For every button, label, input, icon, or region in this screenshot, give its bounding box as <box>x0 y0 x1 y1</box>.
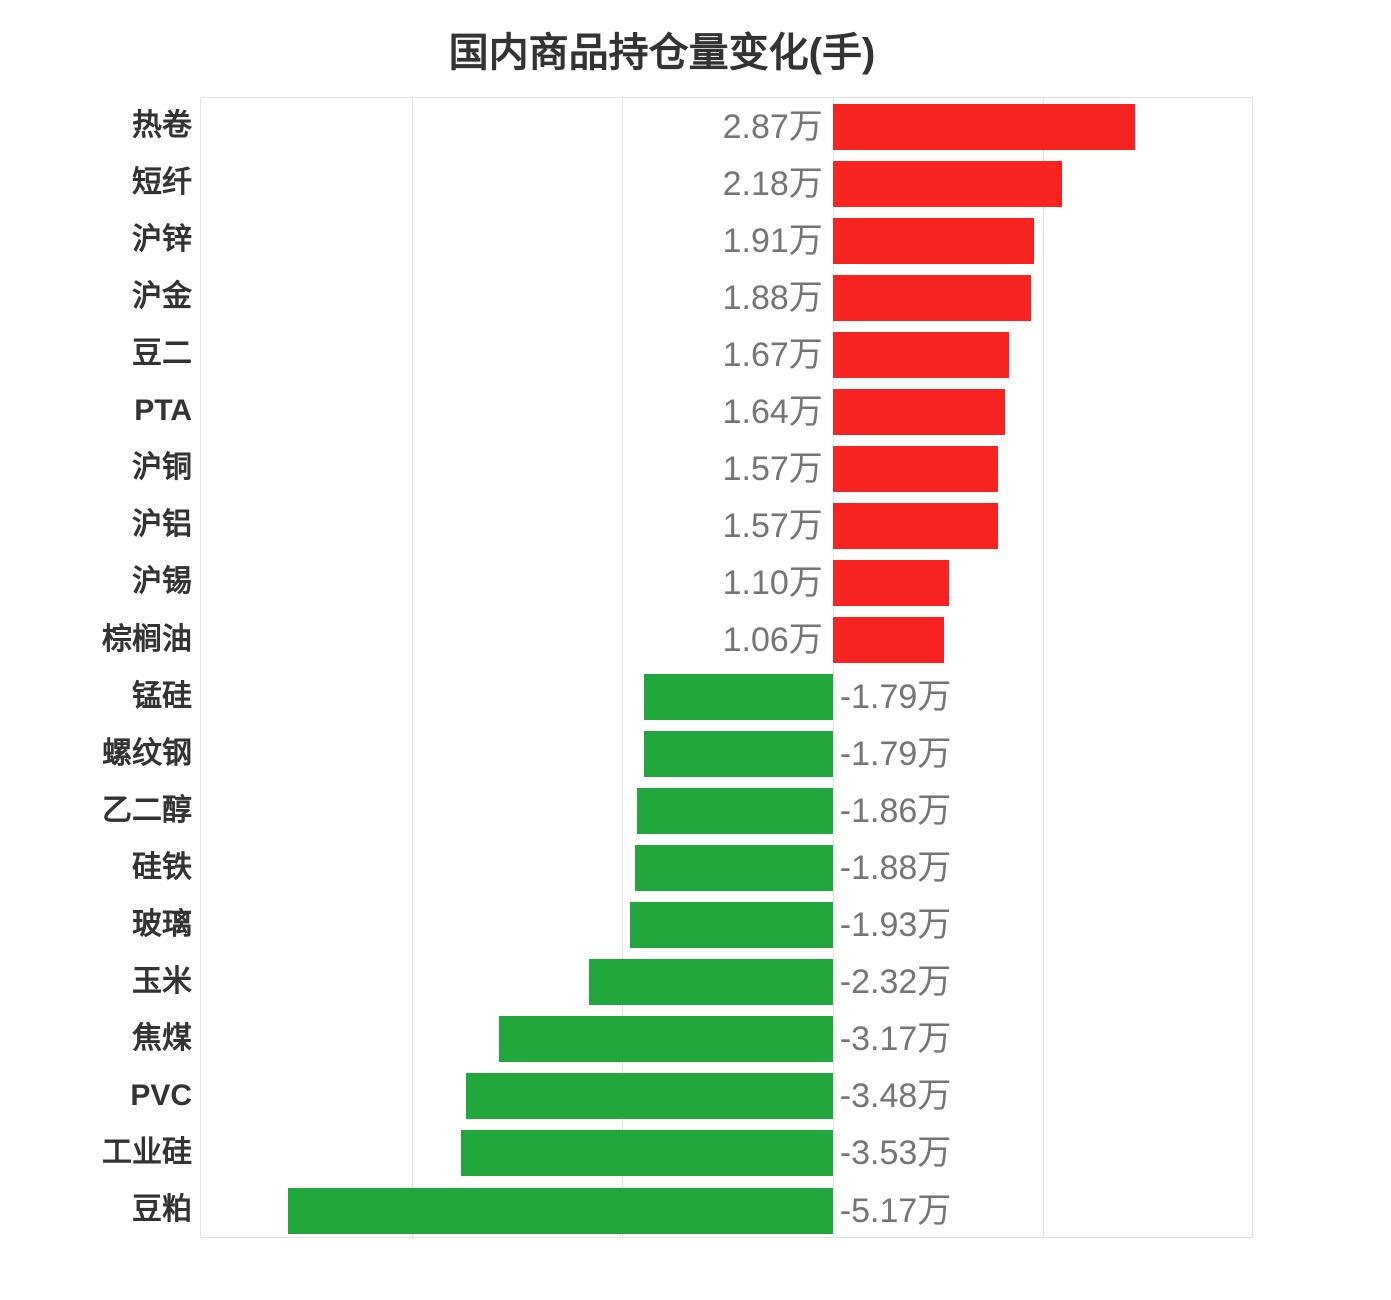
value-label: 1.57万 <box>722 506 823 545</box>
category-label: 热卷 <box>132 109 192 142</box>
category-label: 硅铁 <box>132 850 192 884</box>
value-label: -1.86万 <box>839 792 952 831</box>
category-label: 工业硅 <box>102 1135 192 1169</box>
category-label: 焦煤 <box>132 1021 192 1055</box>
bar <box>644 731 833 778</box>
category-label: 玻璃 <box>132 907 192 941</box>
value-label: 1.57万 <box>722 449 823 488</box>
category-label: 沪金 <box>132 280 192 314</box>
category-label: 锰硅 <box>132 679 192 713</box>
bar <box>832 274 1031 321</box>
gridline <box>1043 98 1045 1237</box>
bar <box>629 902 833 949</box>
category-label: 豆二 <box>132 337 192 371</box>
bar <box>288 1187 833 1234</box>
value-label: 2.87万 <box>722 107 823 146</box>
category-label: 豆粕 <box>132 1192 192 1226</box>
bar <box>832 502 999 549</box>
category-label: 短纤 <box>132 166 192 199</box>
bar <box>832 217 1034 264</box>
value-label: -1.88万 <box>839 849 952 888</box>
bar <box>832 331 1009 378</box>
category-label: 沪铝 <box>132 508 192 542</box>
bar <box>636 788 833 835</box>
value-label: 1.88万 <box>722 278 823 317</box>
bar <box>832 388 1006 435</box>
value-label: 1.06万 <box>722 621 823 659</box>
bar <box>634 845 833 892</box>
category-label: PTA <box>134 394 192 428</box>
category-label: 玉米 <box>132 964 192 998</box>
value-label: 1.67万 <box>722 335 823 374</box>
value-label: -3.53万 <box>839 1134 952 1173</box>
bar <box>832 103 1135 150</box>
value-label: -1.79万 <box>839 735 952 774</box>
value-label: -2.32万 <box>839 963 952 1002</box>
value-label: 1.10万 <box>722 563 823 602</box>
category-label: 沪铜 <box>132 451 192 485</box>
category-label: PVC <box>130 1078 192 1112</box>
value-label: -1.93万 <box>839 906 952 945</box>
category-label: 沪锡 <box>132 565 192 599</box>
bar <box>832 617 945 663</box>
category-label: 螺纹钢 <box>102 736 192 770</box>
category-label: 棕榈油 <box>102 622 192 656</box>
gridline <box>411 98 413 1237</box>
bar <box>832 445 999 492</box>
bar <box>461 1130 833 1177</box>
bar <box>644 674 833 720</box>
bar <box>588 959 833 1006</box>
bar <box>499 1016 833 1063</box>
bar <box>832 160 1063 207</box>
gridline <box>832 98 834 1237</box>
gridline <box>622 98 624 1237</box>
value-label: -1.79万 <box>839 678 952 716</box>
value-label: -3.17万 <box>839 1020 952 1059</box>
value-label: 1.64万 <box>722 392 823 431</box>
bar <box>832 559 949 606</box>
bar <box>466 1073 833 1120</box>
category-label: 乙二醇 <box>102 793 192 827</box>
value-label: -3.48万 <box>839 1077 952 1116</box>
category-label: 沪锌 <box>132 223 192 257</box>
value-label: -5.17万 <box>839 1191 952 1230</box>
value-label: 2.18万 <box>722 164 823 203</box>
chart-title: 国内商品持仓量变化(手) <box>448 31 876 75</box>
plot-area: 2.87万 2.18万 1.91万 1.88万 1.67万 1.64万 1.57万 1.57万… <box>200 97 1253 1238</box>
value-label: 1.91万 <box>722 221 823 260</box>
